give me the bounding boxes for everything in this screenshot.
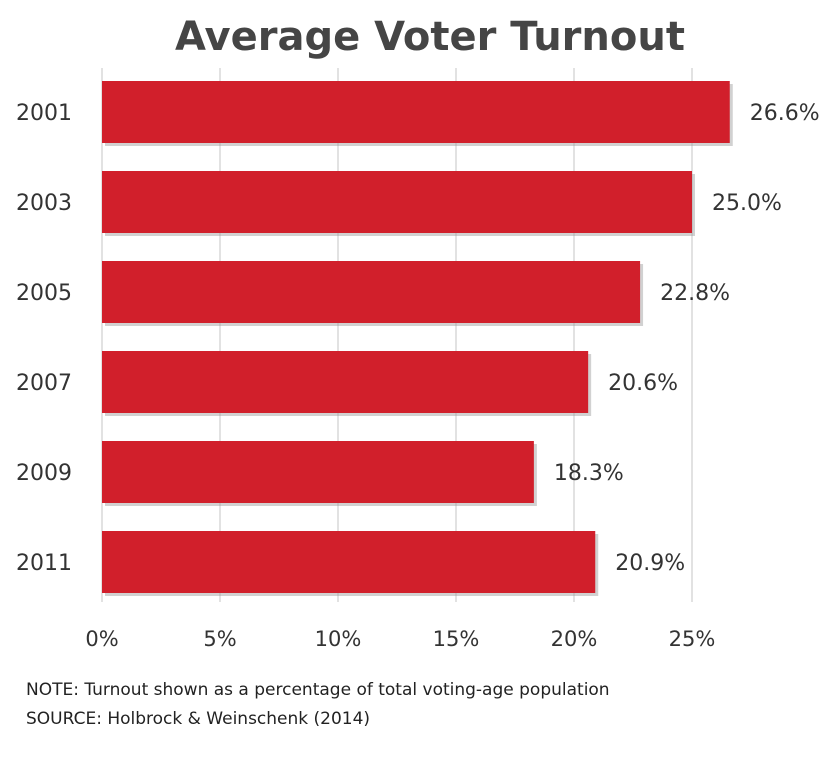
chart-note: NOTE: Turnout shown as a percentage of t… bbox=[26, 680, 610, 700]
chart-source: SOURCE: Holbrock & Weinschenk (2014) bbox=[26, 709, 371, 729]
x-tick-label-0: 0% bbox=[85, 627, 118, 651]
bar-2003 bbox=[102, 171, 692, 233]
y-category-label-4: 2009 bbox=[16, 461, 72, 486]
data-label-2007: 20.6% bbox=[608, 371, 678, 396]
bar-layer bbox=[102, 81, 733, 596]
data-label-2009: 18.3% bbox=[554, 461, 624, 486]
data-label-2011: 20.9% bbox=[615, 551, 685, 576]
bar-2011 bbox=[102, 531, 596, 593]
data-label-2001: 26.6% bbox=[750, 101, 820, 126]
bar-2009 bbox=[102, 441, 534, 503]
chart-title: Average Voter Turnout bbox=[175, 14, 685, 60]
y-category-label-2: 2005 bbox=[16, 281, 72, 306]
grid-layer bbox=[101, 68, 693, 602]
bar-2001 bbox=[102, 81, 730, 143]
x-tick-label-3: 15% bbox=[433, 627, 480, 651]
data-label-2005: 22.8% bbox=[660, 281, 730, 306]
x-tick-label-2: 10% bbox=[315, 627, 362, 651]
label-layer: 0% 5% 10% 15% 20% 25% 2001 26.6% 2003 25.0% 2005 22… bbox=[16, 101, 820, 651]
y-category-label-1: 2003 bbox=[16, 191, 72, 216]
x-tick-label-5: 25% bbox=[669, 627, 716, 651]
data-label-2003: 25.0% bbox=[712, 191, 782, 216]
y-category-label-5: 2011 bbox=[16, 551, 72, 576]
y-category-label-3: 2007 bbox=[16, 371, 72, 396]
x-tick-label-1: 5% bbox=[203, 627, 236, 651]
y-category-label-0: 2001 bbox=[16, 101, 72, 126]
x-tick-label-4: 20% bbox=[551, 627, 598, 651]
bar-2007 bbox=[102, 351, 589, 413]
bar-2005 bbox=[102, 261, 641, 323]
